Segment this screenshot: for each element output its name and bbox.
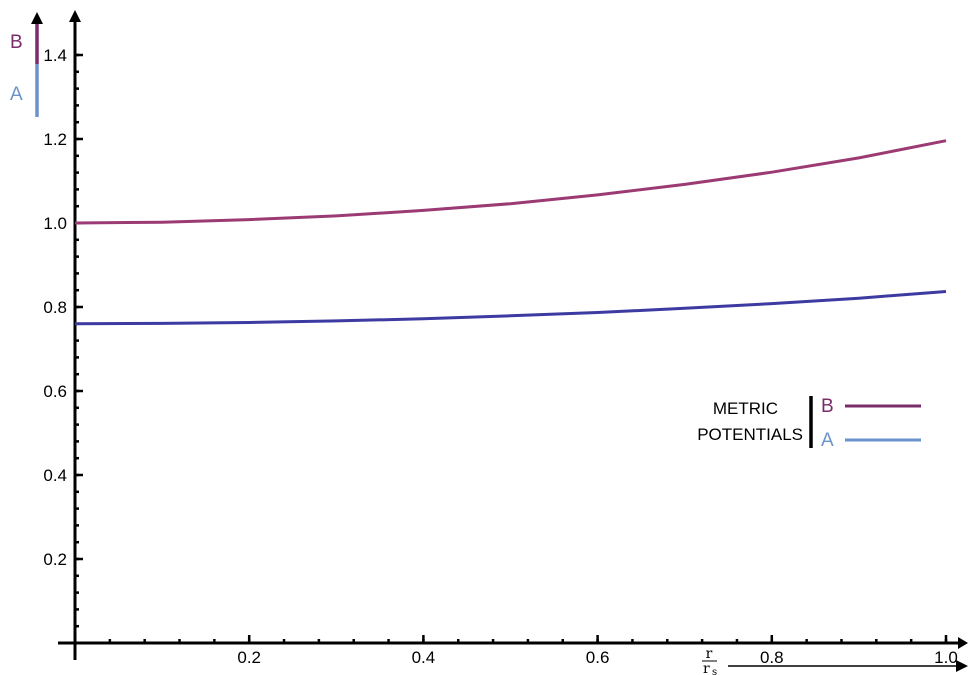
y-tick-label: 1.2 <box>43 130 67 149</box>
x-tick-label: 0.6 <box>586 648 610 667</box>
x-axis-arrowhead <box>958 637 968 649</box>
x-label-denominator: r <box>703 661 710 675</box>
series-layer <box>74 139 947 326</box>
y-tick-label: 0.4 <box>43 466 67 485</box>
y-tick-label: 0.8 <box>43 298 67 317</box>
legend-label-b: B <box>821 396 834 417</box>
x-tick-label: 0.2 <box>237 648 261 667</box>
legend-label-a: A <box>821 430 834 451</box>
y-marker-label-a: A <box>10 84 23 105</box>
legend-title-line-1: METRIC <box>713 399 778 418</box>
y-tick-label: 0.6 <box>43 382 67 401</box>
y-tick-label: 0.2 <box>43 550 67 569</box>
y-marker-label-b: B <box>10 32 23 53</box>
legend-title-line-2: POTENTIALS <box>697 425 803 444</box>
x-tick-label: 0.8 <box>760 648 784 667</box>
x-label-numerator: r <box>706 646 713 662</box>
ticks: 0.2 0.4 0.6 0.8 1.0 0.2 0.4 0.6 0.8 1.0 1.2 1.4 <box>43 46 957 667</box>
x-label-denominator-subscript: s <box>712 667 717 675</box>
y-axis-markers: BA <box>10 12 43 117</box>
y-tick-label: 1.4 <box>43 46 67 65</box>
y-axis-arrowhead <box>69 10 81 22</box>
axes <box>58 10 968 660</box>
series-line-a <box>74 290 947 326</box>
y-marker-arrowhead <box>31 12 43 24</box>
series-line-b <box>74 139 947 225</box>
y-tick-label: 1.0 <box>43 214 67 233</box>
x-axis-label: rr s <box>702 646 968 675</box>
x-tick-label: 1.0 <box>934 648 958 667</box>
x-label-arrowhead <box>956 660 968 672</box>
x-tick-label: 0.4 <box>412 648 436 667</box>
legend: METRIC POTENTIALS BA <box>697 396 921 451</box>
